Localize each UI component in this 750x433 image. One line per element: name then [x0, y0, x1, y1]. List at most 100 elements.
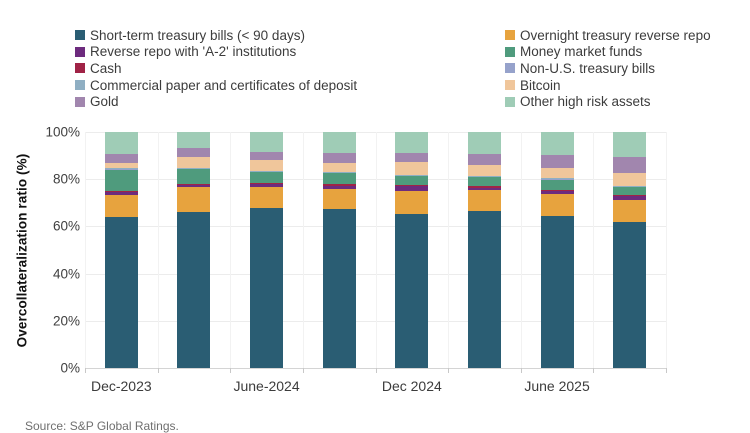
gridline-vertical	[303, 132, 304, 368]
legend-swatch	[505, 97, 515, 107]
legend-item: Gold	[75, 93, 357, 110]
bar-segment	[613, 196, 646, 199]
x-axis-label: Dec-2023	[61, 378, 181, 394]
bar-segment	[105, 191, 138, 192]
legend-item: Overnight treasury reverse repo	[505, 27, 711, 44]
bar-segment	[395, 162, 428, 175]
legend-item: Money market funds	[505, 44, 711, 61]
bar-segment	[323, 184, 356, 186]
bar-segment	[468, 190, 501, 211]
x-axis-label: June-2024	[207, 378, 327, 394]
bar	[395, 132, 428, 368]
bar-segment	[177, 148, 210, 156]
legend-label: Short-term treasury bills (< 90 days)	[90, 28, 305, 43]
bar-segment	[250, 132, 283, 152]
x-axis-tick-mark	[448, 368, 449, 373]
bar-segment	[323, 189, 356, 210]
y-axis-tick-label: 40%	[20, 266, 80, 281]
legend-label: Reverse repo with 'A-2' institutions	[90, 44, 296, 59]
bar-segment	[541, 155, 574, 168]
bar-segment	[250, 184, 283, 187]
gridline-vertical	[593, 132, 594, 368]
legend-label: Gold	[90, 94, 119, 109]
bar-segment	[105, 217, 138, 368]
bar-segment	[541, 179, 574, 190]
legend-swatch	[75, 63, 85, 73]
bar-segment	[105, 192, 138, 195]
gridline-vertical	[521, 132, 522, 368]
x-axis-tick-mark	[521, 368, 522, 373]
bar-segment	[541, 190, 574, 192]
gridline-vertical	[666, 132, 667, 368]
legend-swatch	[505, 30, 515, 40]
y-axis-tick-label: 60%	[20, 219, 80, 234]
bar-segment	[541, 191, 574, 193]
bar-segment	[105, 132, 138, 154]
legend-label: Cash	[90, 61, 122, 76]
gridline-vertical	[448, 132, 449, 368]
bar-segment	[541, 132, 574, 155]
bar-segment	[613, 173, 646, 186]
legend-swatch	[75, 97, 85, 107]
bar	[250, 132, 283, 368]
bar	[468, 132, 501, 368]
bar-segment	[468, 186, 501, 188]
gridline-vertical	[230, 132, 231, 368]
plot-area	[85, 132, 666, 368]
bar-segment	[468, 176, 501, 185]
x-axis-label: Dec 2024	[352, 378, 472, 394]
x-axis-tick-mark	[376, 368, 377, 373]
bar-segment	[541, 168, 574, 179]
legend-label: Other high risk assets	[520, 94, 651, 109]
bar	[177, 132, 210, 368]
legend-label: Non-U.S. treasury bills	[520, 61, 655, 76]
legend-swatch	[75, 80, 85, 90]
bar-segment	[250, 152, 283, 160]
bar-segment	[323, 132, 356, 153]
y-axis-tick-label: 0%	[20, 361, 80, 376]
bar-segment	[177, 187, 210, 212]
legend-swatch	[505, 47, 515, 57]
x-axis-label: June 2025	[497, 378, 617, 394]
legend-swatch	[75, 47, 85, 57]
legend-swatch	[505, 80, 515, 90]
bar-segment	[250, 208, 283, 368]
bar	[105, 132, 138, 368]
bar-segment	[541, 194, 574, 216]
bar-segment	[250, 187, 283, 208]
bar-segment	[395, 186, 428, 191]
bar-segment	[177, 132, 210, 148]
x-axis-tick-mark	[158, 368, 159, 373]
bar-segment	[177, 157, 210, 168]
y-axis-tick-label: 80%	[20, 172, 80, 187]
bar-segment	[323, 186, 356, 189]
bar-segment	[468, 154, 501, 165]
legend-label: Commercial paper and certificates of dep…	[90, 78, 357, 93]
y-axis-tick-label: 20%	[20, 313, 80, 328]
legend-label: Money market funds	[520, 44, 642, 59]
bar-segment	[613, 132, 646, 157]
y-axis-tick-label: 100%	[20, 125, 80, 140]
x-axis-tick-mark	[303, 368, 304, 373]
legend-item: Other high risk assets	[505, 93, 711, 110]
bar-segment	[105, 154, 138, 162]
gridline-vertical	[85, 132, 86, 368]
bar	[613, 132, 646, 368]
bar-segment	[613, 200, 646, 223]
bar-segment	[468, 188, 501, 191]
bar-segment	[177, 212, 210, 368]
source-note: Source: S&P Global Ratings.	[25, 419, 179, 433]
bar-segment	[105, 169, 138, 191]
bar-segment	[323, 172, 356, 184]
bar-segment	[395, 153, 428, 162]
gridline-vertical	[376, 132, 377, 368]
legend-item: Non-U.S. treasury bills	[505, 60, 711, 77]
bar-segment	[468, 165, 501, 176]
bar-segment	[613, 157, 646, 174]
bar-segment	[468, 132, 501, 154]
legend-column-left: Short-term treasury bills (< 90 days)Rev…	[75, 27, 357, 110]
gridline-vertical	[158, 132, 159, 368]
bar-segment	[250, 183, 283, 185]
x-axis-tick-mark	[593, 368, 594, 373]
